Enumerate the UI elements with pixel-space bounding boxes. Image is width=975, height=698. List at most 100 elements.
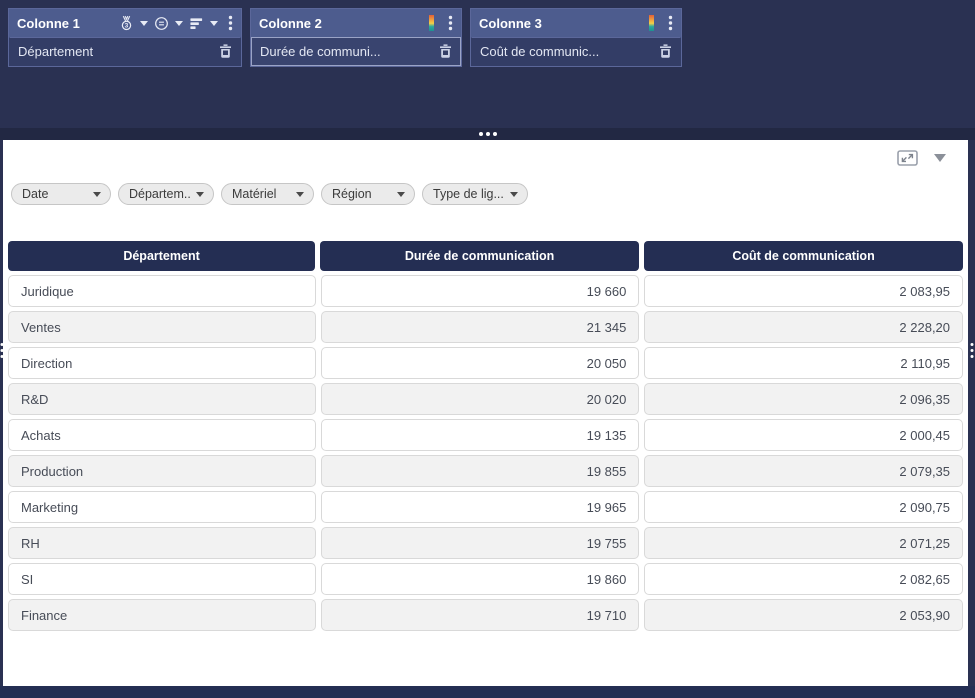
sort-bars-icon[interactable] <box>189 16 204 31</box>
field-pill[interactable]: Durée de communi... <box>251 37 461 66</box>
resize-expand-icon[interactable] <box>897 150 918 166</box>
column-widget: Colonne 1 3 <box>8 8 242 67</box>
table-cell-value: 21 345 <box>320 311 640 343</box>
column-title: Colonne 3 <box>479 15 542 31</box>
filter-chip-label: Départem... <box>129 187 190 201</box>
kebab-menu-icon[interactable] <box>448 15 453 31</box>
trash-icon[interactable] <box>219 44 232 59</box>
right-edge-strip <box>968 140 975 686</box>
table-cell-value: 2 000,45 <box>644 419 964 451</box>
color-scale-icon[interactable] <box>649 15 654 31</box>
column-widget: Colonne 2 3 <box>250 8 462 67</box>
table-cell-value: 2 096,35 <box>644 383 964 415</box>
table-row: Production 19 855 2 079,35 <box>8 455 964 487</box>
table-cell-departement: Marketing <box>8 491 316 523</box>
filter-chip[interactable]: Date <box>11 183 111 205</box>
table-header-cell[interactable]: Coût de communication <box>644 241 964 271</box>
caret-down-icon[interactable] <box>210 20 218 26</box>
data-table: Département Durée de communication Coût de… <box>3 241 968 631</box>
filter-equals-icon[interactable] <box>154 16 169 31</box>
table-cell-value: 19 135 <box>320 419 640 451</box>
table-cell-departement: SI <box>8 563 316 595</box>
table-cell-value: 19 965 <box>320 491 640 523</box>
table-row: Finance 19 710 2 053,90 <box>8 599 964 631</box>
filter-chip[interactable]: Région <box>321 183 415 205</box>
table-cell-value: 19 710 <box>320 599 640 631</box>
field-label: Département <box>18 44 94 59</box>
table-cell-departement: Ventes <box>8 311 316 343</box>
table-cell-value: 2 090,75 <box>644 491 964 523</box>
measure-icon-group <box>429 15 453 31</box>
svg-text:3: 3 <box>125 23 129 30</box>
filter-chip[interactable]: Départem... <box>118 183 214 205</box>
table-cell-value: 20 020 <box>320 383 640 415</box>
dimension-icon-group: 3 <box>119 15 233 31</box>
column-builder-panel: Colonne 1 3 <box>0 0 975 128</box>
right-resize-handle[interactable] <box>970 343 973 358</box>
filter-chip-label: Région <box>332 187 372 201</box>
table-header-cell[interactable]: Département <box>8 241 316 271</box>
table-row: Ventes 21 345 2 228,20 <box>8 311 964 343</box>
table-cell-value: 19 660 <box>320 275 640 307</box>
measure-icon-group <box>649 15 673 31</box>
column-widget: Colonne 3 3 <box>470 8 682 67</box>
filter-chip-label: Type de lig... <box>433 187 504 201</box>
kebab-menu-icon[interactable] <box>228 15 233 31</box>
result-area: Date Départem... Matériel Région Type de… <box>0 140 975 686</box>
filter-chip-label: Matériel <box>232 187 277 201</box>
field-pill[interactable]: Coût de communic... <box>471 37 681 66</box>
field-pill[interactable]: Département <box>9 37 241 66</box>
table-row: SI 19 860 2 082,65 <box>8 563 964 595</box>
table-cell-value: 2 083,95 <box>644 275 964 307</box>
column-title: Colonne 2 <box>259 15 322 31</box>
table-cell-departement: Achats <box>8 419 316 451</box>
table-header-cell[interactable]: Durée de communication <box>320 241 640 271</box>
table-row: RH 19 755 2 071,25 <box>8 527 964 559</box>
caret-down-icon <box>196 191 204 197</box>
table-cell-value: 19 860 <box>320 563 640 595</box>
column-header: Colonne 3 3 <box>471 9 681 37</box>
table-cell-value: 19 855 <box>320 455 640 487</box>
left-edge-strip <box>0 140 3 686</box>
table-cell-value: 2 228,20 <box>644 311 964 343</box>
field-label: Durée de communi... <box>260 44 381 59</box>
column-header: Colonne 1 3 <box>9 9 241 37</box>
trash-icon[interactable] <box>439 44 452 59</box>
caret-down-icon[interactable] <box>175 20 183 26</box>
table-cell-value: 19 755 <box>320 527 640 559</box>
filter-chip[interactable]: Type de lig... <box>422 183 528 205</box>
table-cell-departement: RH <box>8 527 316 559</box>
table-cell-departement: R&D <box>8 383 316 415</box>
table-cell-value: 2 110,95 <box>644 347 964 379</box>
table-cell-value: 2 053,90 <box>644 599 964 631</box>
result-panel: Date Départem... Matériel Région Type de… <box>3 140 968 686</box>
filter-chip[interactable]: Matériel <box>221 183 314 205</box>
caret-down-icon <box>510 191 518 197</box>
panel-resize-divider[interactable] <box>0 128 975 140</box>
drag-handle-icon[interactable] <box>478 132 497 136</box>
table-cell-value: 2 082,65 <box>644 563 964 595</box>
filter-chip-row: Date Départem... Matériel Région Type de… <box>11 183 968 205</box>
table-cell-value: 2 079,35 <box>644 455 964 487</box>
caret-down-icon <box>296 191 304 197</box>
dropdown-triangle-icon[interactable] <box>934 154 946 162</box>
kebab-menu-icon[interactable] <box>668 15 673 31</box>
trash-icon[interactable] <box>659 44 672 59</box>
table-row: R&D 20 020 2 096,35 <box>8 383 964 415</box>
filter-chip-label: Date <box>22 187 49 201</box>
caret-down-icon <box>397 191 405 197</box>
color-scale-icon[interactable] <box>429 15 434 31</box>
table-row: Direction 20 050 2 110,95 <box>8 347 964 379</box>
table-cell-departement: Direction <box>8 347 316 379</box>
caret-down-icon[interactable] <box>140 20 148 26</box>
top-n-medal-icon[interactable]: 3 <box>119 15 134 31</box>
panel-toolbar <box>3 140 968 167</box>
table-row: Marketing 19 965 2 090,75 <box>8 491 964 523</box>
table-cell-departement: Production <box>8 455 316 487</box>
table-cell-value: 20 050 <box>320 347 640 379</box>
table-body: Juridique 19 660 2 083,95 Ventes 21 345 2 228… <box>8 275 964 631</box>
table-row: Juridique 19 660 2 083,95 <box>8 275 964 307</box>
left-resize-handle[interactable] <box>0 343 3 358</box>
field-label: Coût de communic... <box>480 44 600 59</box>
